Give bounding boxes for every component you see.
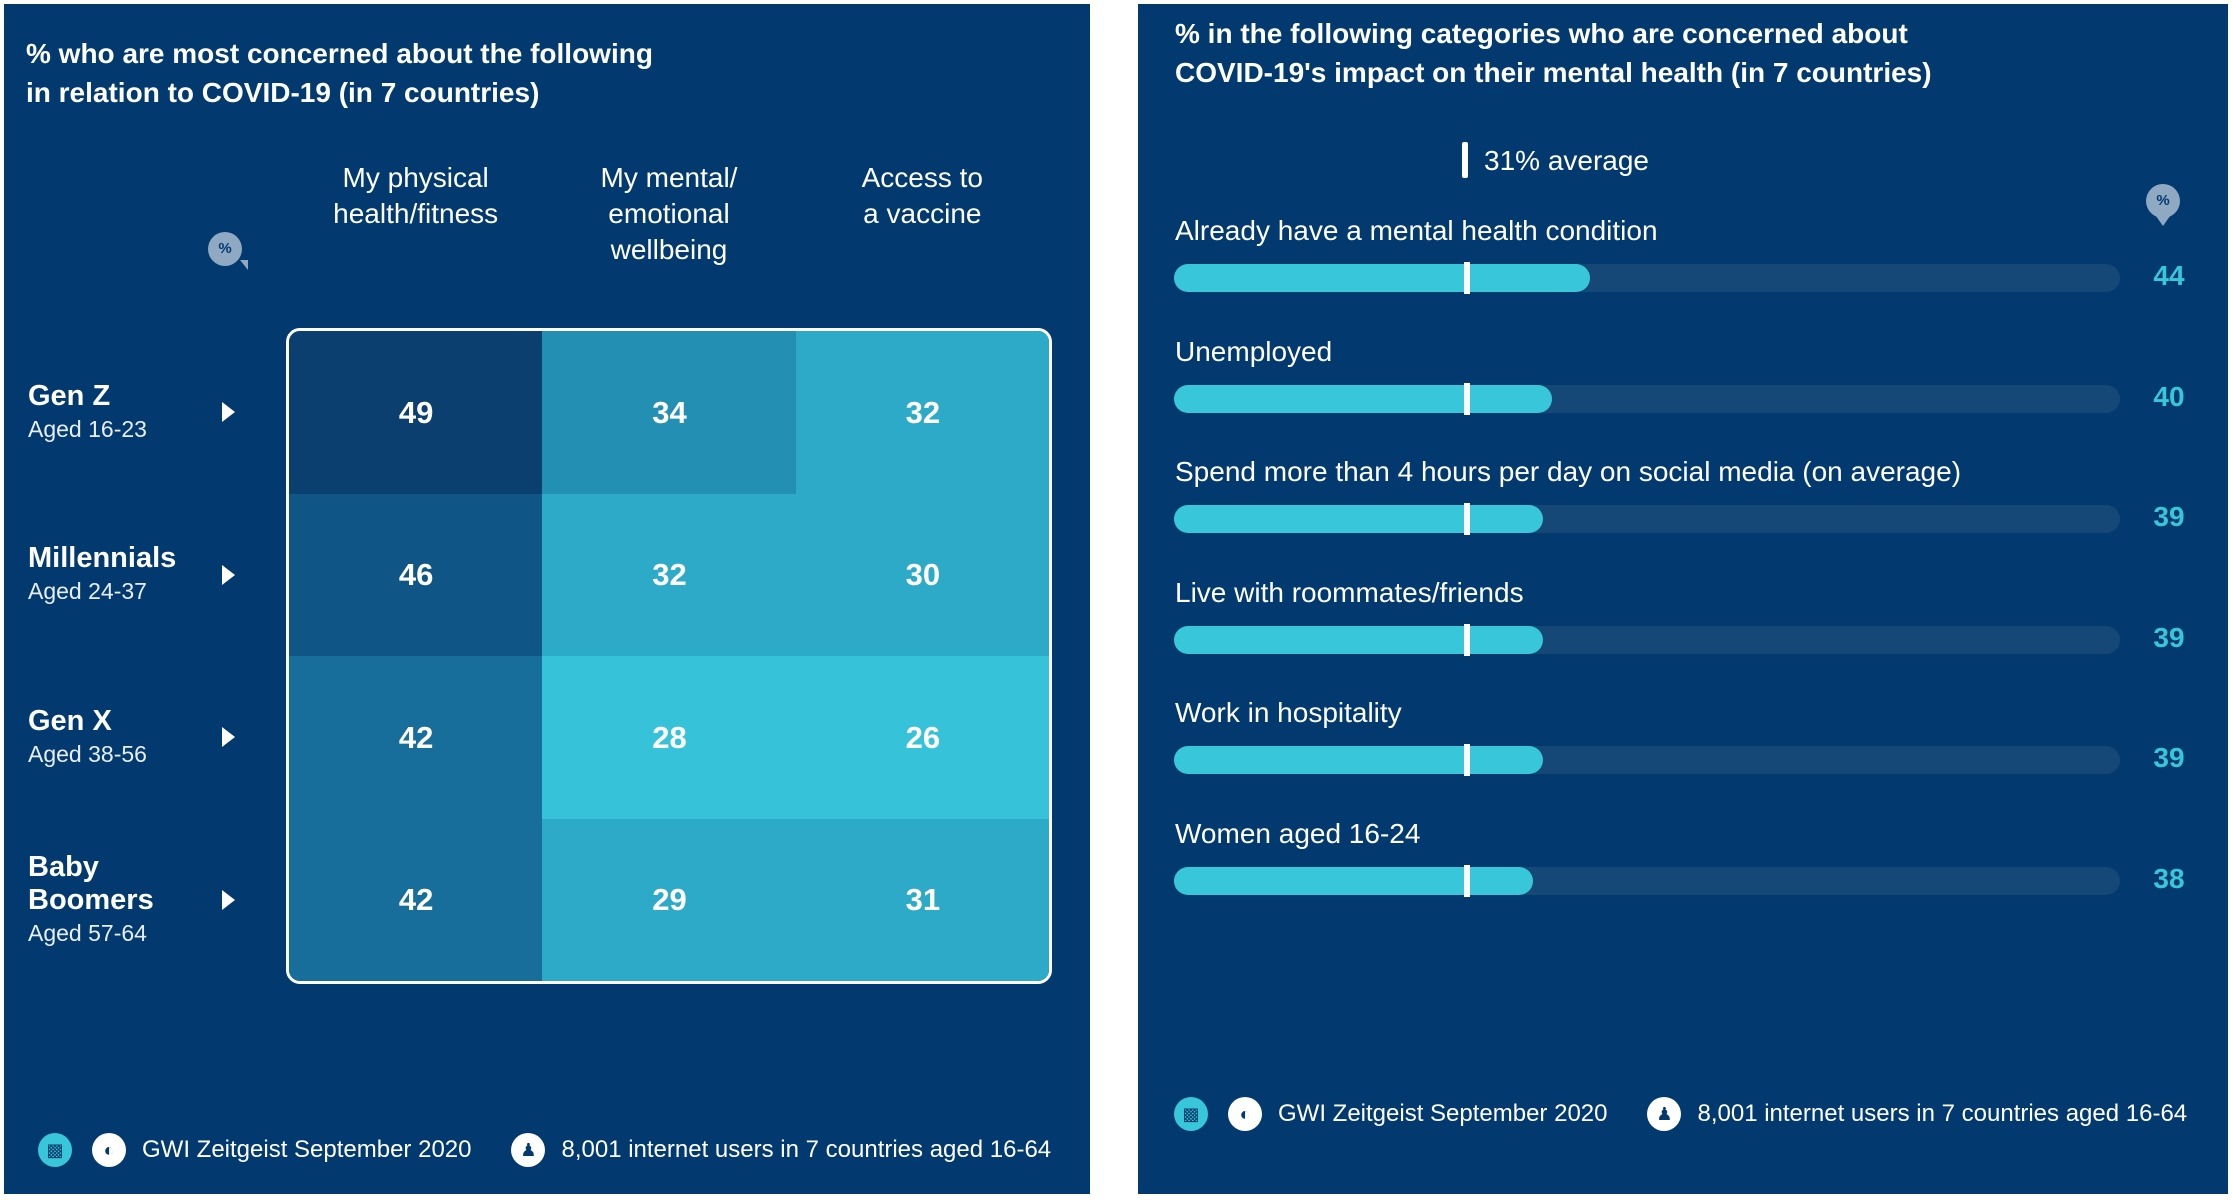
row-label-name: Baby xyxy=(28,850,99,883)
users-icon: ♟ xyxy=(511,1133,546,1167)
sample-text: 8,001 internet users in 7 countries aged… xyxy=(1697,1100,2188,1127)
bar-value: 39 xyxy=(2153,742,2185,773)
heatmap-grid: 49 34 32 46 32 30 42 28 26 42 29 31 xyxy=(286,328,1052,984)
average-marker xyxy=(1464,503,1471,535)
bar-fill xyxy=(1174,264,1591,292)
bar-chart-title-line: % in the following categories who are co… xyxy=(1175,18,1908,49)
bar-label: Live with roommates/friends xyxy=(1175,576,1524,608)
heatmap-panel: % who are most concerned about the follo… xyxy=(4,4,1090,1194)
heatmap-title: % who are most concerned about the follo… xyxy=(26,34,926,112)
bar-panel: % in the following categories who are co… xyxy=(1138,4,2228,1194)
chart-icon: ▩ xyxy=(1174,1097,1208,1131)
column-header-text: My physical xyxy=(342,162,489,193)
heatmap-cell: 34 xyxy=(542,331,797,495)
bar-track xyxy=(1174,382,2120,415)
bar-value: 40 xyxy=(2153,380,2185,412)
row-label-name: Gen Z xyxy=(28,379,111,412)
source-icon: ◐ xyxy=(1228,1097,1262,1131)
heatmap-cell: 32 xyxy=(795,331,1049,495)
heatmap-cell: 42 xyxy=(289,656,544,820)
average-marker xyxy=(1464,864,1471,897)
bar-track xyxy=(1174,262,2120,294)
heatmap-cell: 28 xyxy=(542,656,797,820)
row-label-name: Gen X xyxy=(28,704,112,737)
source-icon: ◐ xyxy=(92,1133,126,1167)
bar-fill xyxy=(1174,866,1534,895)
column-header: Access to a vaccine xyxy=(802,160,1042,232)
column-header: My mental/emotional wellbeing xyxy=(549,160,789,268)
chart-icon: ▩ xyxy=(38,1133,72,1167)
bar-chart-title-line: COVID-19's impact on their mental health… xyxy=(1175,57,1932,88)
bar-label: Women aged 16-24 xyxy=(1175,817,1421,849)
row-label-name: Millennials xyxy=(28,542,177,575)
play-arrow-icon xyxy=(222,564,235,585)
column-header-text: health/fitness xyxy=(333,198,499,229)
percent-icon: % xyxy=(2146,184,2180,226)
bar-value: 39 xyxy=(2153,621,2185,653)
average-marker xyxy=(1464,744,1471,776)
bar-value: 39 xyxy=(2153,501,2185,532)
bar-label: Already have a mental health condition xyxy=(1175,215,1658,246)
bar-track xyxy=(1174,864,2120,897)
heatmap-cell: 29 xyxy=(542,818,797,981)
average-marker-legend xyxy=(1462,142,1468,178)
average-marker xyxy=(1464,382,1471,415)
row-label: Gen X Aged 38-56 xyxy=(28,705,228,770)
row-label: Millennials Aged 24-37 xyxy=(28,542,228,607)
bar-label: Spend more than 4 hours per day on socia… xyxy=(1175,456,1962,487)
heatmap-cell: 49 xyxy=(289,331,544,495)
row-label: Gen Z Aged 16-23 xyxy=(28,380,228,445)
bar-fill xyxy=(1174,505,1543,533)
average-marker xyxy=(1464,262,1471,294)
source-text: GWI Zeitgeist September 2020 xyxy=(142,1136,472,1163)
bar-track xyxy=(1174,744,2120,776)
heatmap-cell: 32 xyxy=(542,493,797,657)
heatmap-cell: 42 xyxy=(289,818,544,981)
column-header-text: emotional xyxy=(608,198,730,229)
bar-track xyxy=(1174,503,2120,535)
heatmap-cell: 31 xyxy=(795,818,1049,981)
heatmap-cell: 46 xyxy=(289,493,544,657)
bar-value: 44 xyxy=(2153,260,2185,291)
row-label-age: Aged 57-64 xyxy=(28,919,147,946)
average-marker xyxy=(1464,623,1471,656)
column-header-text: wellbeing xyxy=(610,234,728,265)
column-header-text: Access to xyxy=(861,162,984,193)
column-header-text: My mental/ xyxy=(600,162,738,193)
play-arrow-icon xyxy=(222,889,235,910)
play-arrow-icon xyxy=(222,727,235,748)
heatmap-title-line: % who are most concerned about the follo… xyxy=(26,38,653,69)
bar-value: 38 xyxy=(2153,862,2185,894)
heatmap-cell: 26 xyxy=(795,656,1049,820)
bar-fill xyxy=(1174,746,1543,774)
bar-label: Work in hospitality xyxy=(1175,697,1402,728)
row-label-age: Aged 16-23 xyxy=(28,415,147,442)
column-header-text: a vaccine xyxy=(863,198,982,229)
bar-track xyxy=(1174,623,2120,656)
bar-fill xyxy=(1174,384,1553,413)
play-arrow-icon xyxy=(222,402,235,423)
row-label-age: Aged 24-37 xyxy=(28,578,147,605)
bar-fill xyxy=(1174,625,1543,654)
source-text: GWI Zeitgeist September 2020 xyxy=(1278,1100,1608,1127)
heatmap-cell: 30 xyxy=(795,493,1049,657)
percent-icon: % xyxy=(208,232,248,270)
users-icon: ♟ xyxy=(1647,1097,1682,1131)
bar-chart-title: % in the following categories who are co… xyxy=(1175,14,2175,92)
heatmap-footer: ▩ ◐ GWI Zeitgeist September 2020 ♟ 8,001… xyxy=(38,1130,1051,1170)
average-label: 31% average xyxy=(1484,145,1650,176)
bar-footer: ▩ ◐ GWI Zeitgeist September 2020 ♟ 8,001… xyxy=(1174,1094,2187,1134)
row-label-name: Boomers xyxy=(28,883,154,916)
heatmap-title-line: in relation to COVID-19 (in 7 countries) xyxy=(26,77,540,108)
column-header: My physical health/fitness xyxy=(296,160,536,232)
row-label: Baby Boomers Aged 57-64 xyxy=(28,851,228,949)
bar-label: Unemployed xyxy=(1175,335,1333,367)
row-label-age: Aged 38-56 xyxy=(28,740,147,767)
sample-text: 8,001 internet users in 7 countries aged… xyxy=(561,1136,1052,1163)
